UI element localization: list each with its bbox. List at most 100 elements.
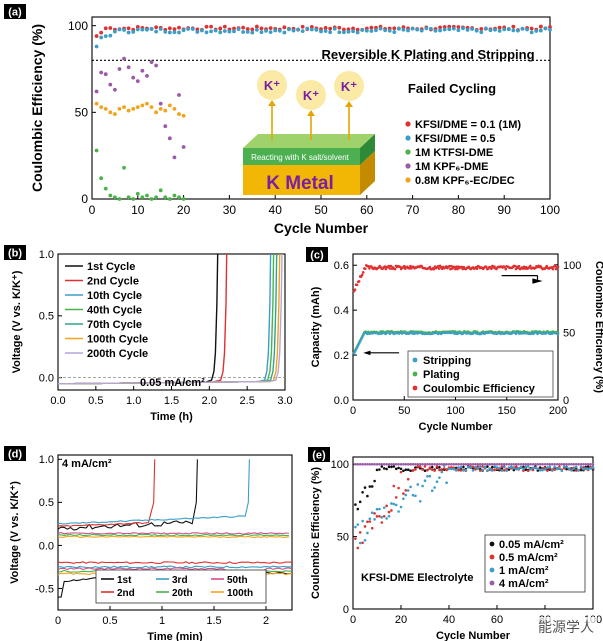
data-point-ce	[450, 264, 453, 268]
data-point-1M KPF₆-DME	[140, 68, 145, 73]
data-point-e-3	[454, 462, 458, 466]
data-point-ce	[360, 273, 364, 277]
data-point-e-3	[517, 462, 520, 466]
data-point-e-0	[366, 494, 369, 498]
data-point-KFSI/DME = 0.1 (1M)	[254, 24, 259, 29]
k-ion-label: K⁺	[303, 88, 319, 103]
data-point-KFSI/DME = 0.5	[516, 28, 520, 33]
data-point-e-2	[570, 469, 573, 472]
data-point-e-3	[464, 462, 468, 466]
data-point-e-2	[584, 467, 588, 470]
data-point-e-2	[450, 467, 453, 471]
data-point-ce	[448, 264, 451, 268]
data-point-0.8M KPF₆-EC/DEC	[154, 110, 159, 115]
legend-label-d-4: 50th	[227, 575, 248, 586]
data-point-e-2	[531, 466, 535, 470]
data-point-e-0	[586, 465, 590, 468]
data-point-KFSI/DME = 0.1 (1M)	[511, 24, 516, 29]
data-point-KFSI/DME = 0.1 (1M)	[529, 26, 534, 31]
k-ion-label: K⁺	[264, 78, 280, 93]
data-point-KFSI/DME = 0.5	[296, 27, 300, 32]
data-point-e-2	[447, 467, 451, 471]
data-point-e-1	[423, 465, 427, 468]
data-point-e-3	[500, 462, 504, 466]
data-point-ce	[393, 267, 397, 271]
data-point-e-3	[562, 462, 566, 466]
data-point-KFSI/DME = 0.1 (1M)	[300, 24, 305, 29]
data-point-e-2	[404, 493, 408, 497]
legend-label-1: KFSI/DME = 0.5	[415, 133, 495, 145]
data-point-KFSI/DME = 0.5	[548, 27, 552, 32]
data-point-1M KPF₆-DME	[135, 79, 140, 84]
data-point-e-2	[572, 467, 576, 470]
legend-label-d-2: 3rd	[172, 575, 188, 586]
data-point-e-2	[414, 494, 417, 498]
data-point-e-3	[495, 462, 499, 466]
data-point-KFSI/DME = 0.5	[264, 28, 268, 33]
voltage-curve-200th Cycle	[58, 253, 283, 385]
data-point-e-2	[430, 489, 434, 493]
data-point-e-2	[356, 523, 360, 526]
data-point-e-3	[546, 462, 549, 466]
data-point-e-0	[490, 465, 494, 469]
data-point-e-2	[392, 502, 396, 506]
data-point-e-1	[442, 467, 446, 470]
data-point-e-2	[421, 484, 424, 488]
data-point-0.8M KPF₆-EC/DEC	[158, 106, 163, 111]
data-point-e-3	[512, 462, 516, 466]
data-point-e-3	[380, 462, 384, 466]
y-tick-label-c: 0.0	[334, 395, 349, 407]
data-point-e-3	[558, 462, 561, 466]
data-point-e-2	[512, 466, 516, 470]
data-point-KFSI/DME = 0.5	[342, 30, 346, 35]
y-axis-label-d: Voltage (V vs. K/K⁺)	[9, 481, 21, 584]
data-point-1M KTFSI-DME	[122, 165, 126, 170]
stripping-curve-100th	[57, 535, 289, 538]
data-point-KFSI/DME = 0.5	[232, 29, 236, 34]
data-point-KFSI/DME = 0.5	[493, 27, 497, 32]
data-point-KFSI/DME = 0.5	[172, 30, 177, 35]
data-point-e-0	[402, 469, 405, 473]
panel-label-box-c	[306, 247, 328, 262]
data-point-e-0	[438, 466, 441, 469]
data-point-KFSI/DME = 0.5	[113, 29, 117, 34]
data-point-e-2	[466, 465, 470, 469]
data-point-e-1	[392, 484, 396, 488]
data-point-KFSI/DME = 0.5	[195, 30, 200, 34]
data-point-ce	[517, 264, 521, 268]
data-point-e-0	[387, 465, 391, 469]
data-point-e-2	[387, 514, 391, 518]
plot-frame-d	[57, 454, 293, 611]
data-point-KFSI/DME = 0.1 (1M)	[250, 27, 255, 32]
data-point-ce	[484, 265, 488, 269]
data-point-e-3	[502, 462, 506, 466]
data-point-0.8M KPF₆-EC/DEC	[113, 112, 117, 116]
data-point-e-3	[375, 462, 379, 466]
data-point-e-3	[538, 462, 542, 466]
stripping-curve-3rd	[57, 459, 250, 525]
data-point-KFSI/DME = 0.5	[502, 27, 507, 32]
data-point-KFSI/DME = 0.5	[177, 30, 181, 35]
data-point-KFSI/DME = 0.1 (1M)	[154, 25, 159, 30]
data-point-ce	[503, 265, 507, 269]
data-point-ce	[361, 271, 365, 274]
data-point-e-0	[390, 465, 393, 469]
data-point-KFSI/DME = 0.5	[479, 30, 484, 35]
data-point-KFSI/DME = 0.5	[190, 27, 195, 31]
data-point-KFSI/DME = 0.5	[236, 27, 241, 32]
data-point-stripping	[355, 346, 359, 349]
legend-marker-e-0	[489, 541, 495, 547]
data-point-e-3	[452, 462, 456, 466]
data-point-KFSI/DME = 0.5	[355, 30, 360, 35]
panel-label-box-d	[4, 446, 26, 461]
panel-label-box-e	[308, 447, 330, 462]
x-tick-label-b: 1.0	[126, 395, 141, 407]
legend-label-b-3: 40th Cycle	[87, 305, 142, 317]
data-point-1M KPF₆-DME	[158, 101, 163, 106]
data-point-e-3	[457, 462, 460, 466]
sei-layer	[243, 148, 360, 165]
k-ion	[257, 70, 287, 100]
data-point-e-1	[502, 469, 506, 472]
data-point-e-2	[586, 467, 590, 471]
legend-label-d-5: 100th	[227, 588, 253, 599]
